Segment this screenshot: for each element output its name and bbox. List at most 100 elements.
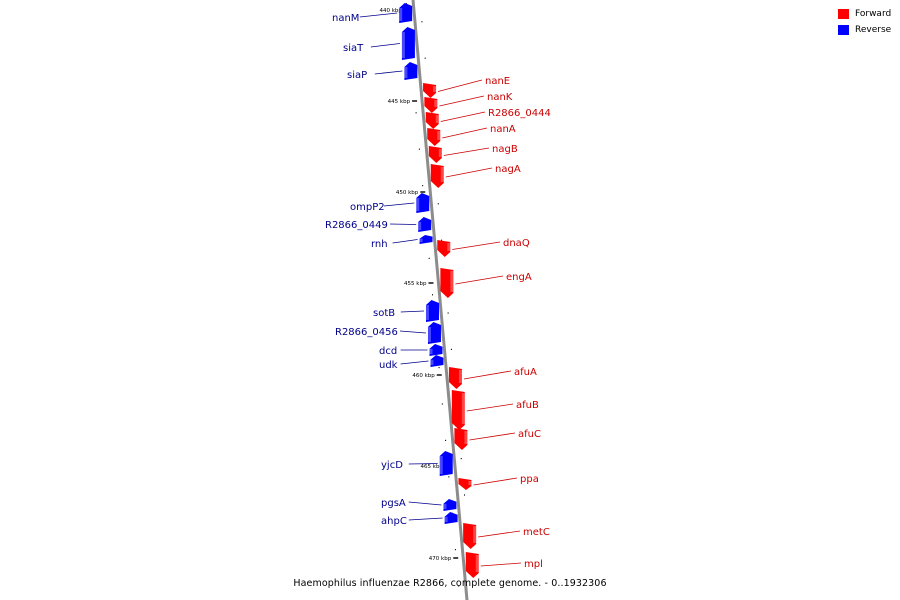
gene-label[interactable]: nanA	[490, 124, 516, 135]
gene-label[interactable]: afuC	[518, 429, 541, 440]
gene-shape[interactable]	[428, 146, 442, 163]
gene-rnh[interactable]: rnh	[371, 235, 433, 250]
gene-nank[interactable]: nanK	[424, 92, 513, 113]
minor-tick	[441, 403, 443, 405]
gene-shape[interactable]	[416, 193, 430, 213]
minor-tick	[458, 585, 460, 587]
gene-label[interactable]: nanM	[332, 13, 359, 24]
gene-afua[interactable]: afuA	[448, 367, 537, 389]
gene-shape[interactable]	[427, 322, 441, 344]
gene-shading	[404, 67, 408, 78]
gene-shape[interactable]	[425, 300, 439, 322]
gene-shape[interactable]	[404, 62, 418, 80]
gene-shading	[443, 503, 447, 509]
gene-leader-line	[463, 370, 512, 380]
gene-metc[interactable]: metC	[463, 523, 550, 549]
gene-siap[interactable]: siaP	[347, 62, 418, 81]
gene-leader-line	[439, 95, 485, 107]
gene-ahpc[interactable]: ahpC	[381, 512, 458, 527]
gene-label[interactable]: mpl	[524, 559, 543, 570]
gene-label[interactable]: dcd	[379, 346, 397, 357]
gene-label[interactable]: R2866_0456	[335, 327, 398, 338]
gene-shape[interactable]	[418, 217, 432, 232]
gene-shape[interactable]	[430, 164, 444, 188]
gene-leader-line	[466, 403, 514, 412]
gene-enga[interactable]: engA	[440, 268, 532, 298]
gene-shape[interactable]	[443, 499, 457, 511]
gene-label[interactable]: ppa	[520, 474, 539, 485]
gene-leader-line	[442, 127, 488, 139]
gene-shape[interactable]	[440, 268, 454, 298]
gene-afuc[interactable]: afuC	[454, 428, 541, 450]
gene-label[interactable]: siaP	[347, 70, 367, 81]
gene-label[interactable]: nanK	[487, 92, 513, 103]
gene-afub[interactable]: afuB	[451, 390, 539, 430]
gene-udk[interactable]: udk	[379, 355, 444, 371]
gene-nanm[interactable]: nanM	[332, 3, 413, 24]
minor-tick	[421, 21, 423, 23]
gene-siat[interactable]: siaT	[343, 27, 415, 60]
gene-ppa[interactable]: ppa	[458, 474, 539, 490]
gene-shading	[444, 516, 448, 522]
gene-label[interactable]: nagA	[495, 164, 521, 175]
gene-yjcd[interactable]: yjcD	[381, 451, 453, 476]
gene-shading	[438, 149, 442, 157]
gene-label[interactable]: afuA	[514, 367, 537, 378]
gene-label[interactable]: afuB	[516, 400, 539, 411]
gene-r2866-0456[interactable]: R2866_0456	[335, 322, 441, 344]
gene-pgsa[interactable]: pgsA	[381, 498, 457, 511]
gene-shading	[450, 271, 454, 292]
gene-r2866-0444[interactable]: R2866_0444	[425, 108, 551, 129]
gene-label[interactable]: metC	[523, 527, 550, 538]
gene-naga[interactable]: nagA	[430, 164, 521, 188]
gene-shading	[434, 100, 438, 107]
gene-label[interactable]: engA	[506, 272, 532, 283]
gene-ompp2[interactable]: ompP2	[350, 193, 430, 213]
gene-shape[interactable]	[465, 552, 479, 578]
gene-shading	[425, 305, 429, 320]
gene-shape[interactable]	[401, 27, 415, 60]
gene-shape[interactable]	[439, 451, 453, 476]
gene-shape[interactable]	[419, 235, 433, 244]
gene-shape[interactable]	[448, 367, 462, 389]
gene-shape[interactable]	[399, 3, 413, 23]
gene-shading	[458, 370, 462, 383]
gene-label[interactable]: pgsA	[381, 498, 406, 509]
gene-label[interactable]: ompP2	[350, 202, 385, 213]
gene-label[interactable]: dnaQ	[503, 238, 530, 249]
gene-label[interactable]: rnh	[371, 239, 388, 250]
gene-label[interactable]: udk	[379, 360, 398, 371]
gene-shape[interactable]	[463, 523, 477, 549]
minor-tick	[405, 3, 407, 5]
gene-features: nanM siaT siaP nanE nanK R2866_0444 nanA nagB na…	[325, 3, 551, 578]
gene-label[interactable]: R2866_0444	[488, 108, 551, 119]
gene-shape[interactable]	[458, 478, 472, 490]
gene-sotb[interactable]: sotB	[373, 300, 439, 322]
gene-label[interactable]: nagB	[492, 144, 518, 155]
gene-shape[interactable]	[454, 428, 468, 450]
gene-nagb[interactable]: nagB	[428, 144, 518, 163]
gene-label[interactable]: siaT	[343, 43, 364, 54]
gene-shape[interactable]	[423, 83, 437, 98]
gene-r2866-0449[interactable]: R2866_0449	[325, 217, 432, 232]
gene-mpl[interactable]: mpl	[465, 552, 543, 578]
gene-dcd[interactable]: dcd	[379, 344, 443, 357]
gene-shape[interactable]	[424, 97, 438, 113]
gene-shading	[418, 222, 422, 230]
gene-shape[interactable]	[444, 512, 458, 524]
gene-nane[interactable]: nanE	[423, 76, 510, 98]
gene-label[interactable]: yjcD	[381, 460, 403, 471]
gene-label[interactable]: ahpC	[381, 516, 407, 527]
gene-shape[interactable]	[451, 390, 465, 430]
gene-shape[interactable]	[430, 355, 444, 367]
gene-leader-line	[408, 501, 442, 506]
gene-shape[interactable]	[425, 112, 439, 129]
gene-label[interactable]: R2866_0449	[325, 220, 388, 231]
gene-dnaq[interactable]: dnaQ	[437, 238, 530, 257]
gene-label[interactable]: sotB	[373, 308, 395, 319]
gene-shape[interactable]	[427, 128, 441, 146]
gene-nana[interactable]: nanA	[427, 124, 516, 146]
gene-shape[interactable]	[429, 344, 443, 356]
gene-label[interactable]: nanE	[485, 76, 510, 87]
gene-shape[interactable]	[437, 240, 451, 257]
